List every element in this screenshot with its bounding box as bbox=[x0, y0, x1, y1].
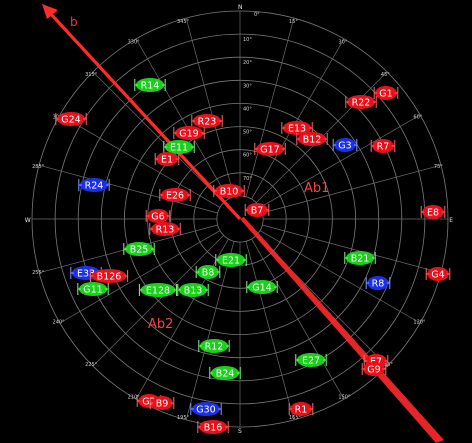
azimuth-label: 210° bbox=[128, 394, 141, 400]
azimuth-label: 195° bbox=[177, 415, 190, 421]
satellite-id-label: G30 bbox=[196, 404, 215, 415]
satellite-id-label: B9 bbox=[156, 398, 169, 409]
azimuth-label: 255° bbox=[32, 270, 45, 276]
azimuth-label: 15° bbox=[289, 19, 298, 25]
azimuth-label: 45° bbox=[381, 72, 390, 78]
satellite-id-label: E21 bbox=[222, 255, 240, 266]
azimuth-label: 0° bbox=[254, 12, 260, 18]
azimuth-label: 75° bbox=[434, 164, 443, 170]
satellite-id-label: G1 bbox=[379, 88, 392, 99]
satellite-id-label: G9 bbox=[367, 364, 380, 375]
azimuth-label: 120° bbox=[413, 319, 426, 325]
satellite-id-label: E1 bbox=[161, 154, 173, 165]
region-ab1-label: Ab1 bbox=[304, 181, 329, 196]
satellite-id-label: B10 bbox=[220, 186, 239, 197]
azimuth-label: 315° bbox=[85, 72, 98, 78]
satellite-id-label: G14 bbox=[252, 282, 271, 293]
elevation-label: 50° bbox=[243, 130, 252, 136]
elevation-label: 70° bbox=[243, 176, 252, 182]
satellite-id-label: G17 bbox=[260, 144, 279, 155]
satellite-id-label: R22 bbox=[352, 97, 371, 108]
cardinal-e-label: E bbox=[449, 217, 453, 224]
satellite-id-label: R14 bbox=[141, 80, 160, 91]
elevation-label: 30° bbox=[243, 83, 252, 89]
satellite-id-label: E27 bbox=[302, 355, 320, 366]
satellite-id-label: E13 bbox=[288, 123, 306, 134]
satellite-id-label: B24 bbox=[216, 368, 235, 379]
satellite-id-label: E11 bbox=[170, 142, 188, 153]
satellite-id-label: B8 bbox=[202, 267, 215, 278]
azimuth-label: 30° bbox=[338, 40, 347, 46]
cardinal-w-label: W bbox=[25, 217, 31, 224]
satellite-id-label: E128 bbox=[146, 285, 170, 296]
beam-label: b bbox=[70, 15, 78, 29]
satellite-id-label: B16 bbox=[204, 422, 223, 433]
satellite-id-label: B25 bbox=[130, 244, 149, 255]
satellite-id-label: E8 bbox=[427, 207, 439, 218]
elevation-label: 20° bbox=[243, 60, 252, 66]
satellite-id-label: G3 bbox=[338, 140, 351, 151]
satellite-id-label: R23 bbox=[198, 116, 217, 127]
cardinal-n-label: N bbox=[238, 4, 243, 11]
satellite-id-label: G11 bbox=[83, 284, 102, 295]
satellite-id-label: R7 bbox=[377, 141, 390, 152]
azimuth-label: 330° bbox=[128, 40, 141, 46]
satellite-id-label: B126 bbox=[97, 271, 122, 282]
satellite-id-label: B7 bbox=[251, 205, 264, 216]
cardinal-s-label: S bbox=[238, 428, 242, 435]
satellite-id-label: B12 bbox=[303, 134, 322, 145]
region-ab2-label: Ab2 bbox=[148, 317, 173, 332]
satellite-id-label: R12 bbox=[205, 341, 224, 352]
satellite-id-label: G6 bbox=[151, 211, 164, 222]
satellite-id-label: G24 bbox=[61, 114, 80, 125]
satellite-id-label: G19 bbox=[179, 128, 198, 139]
azimuth-label: 60° bbox=[413, 115, 422, 121]
satellite-id-label: R13 bbox=[156, 224, 175, 235]
elevation-label: 10° bbox=[243, 37, 252, 43]
azimuth-label: 285° bbox=[32, 164, 45, 170]
satellite-id-label: B13 bbox=[184, 285, 203, 296]
satellite-id-label: R1 bbox=[295, 404, 308, 415]
satellite-id-label: R24 bbox=[85, 180, 104, 191]
azimuth-label: 150° bbox=[338, 394, 351, 400]
satellite-id-label: E26 bbox=[166, 190, 184, 201]
satellite-id-label: B21 bbox=[351, 253, 370, 264]
azimuth-label: 345° bbox=[177, 19, 190, 25]
satellite-id-label: R8 bbox=[372, 278, 385, 289]
azimuth-label: 240° bbox=[53, 319, 66, 325]
satellite-id-label: G4 bbox=[431, 269, 444, 280]
elevation-label: 60° bbox=[243, 153, 252, 159]
elevation-label: 40° bbox=[243, 106, 252, 112]
azimuth-label: 225° bbox=[85, 362, 98, 368]
